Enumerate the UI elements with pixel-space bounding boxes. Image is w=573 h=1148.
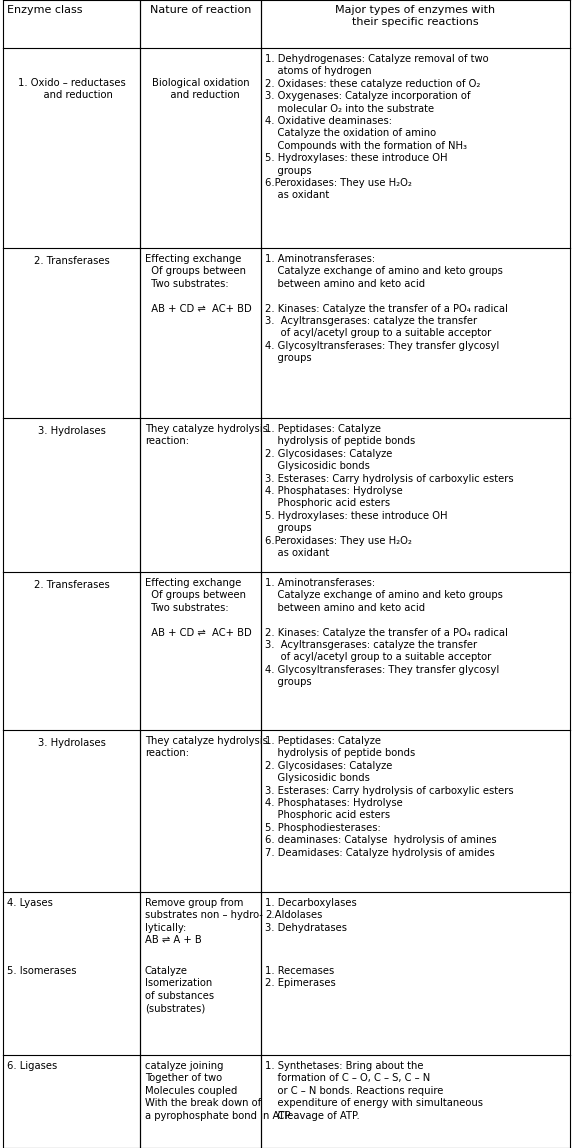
Text: 4. Lyases: 4. Lyases [7, 898, 53, 908]
Text: catalyze joining
Together of two
Molecules coupled
With the break down of
a pyro: catalyze joining Together of two Molecul… [145, 1061, 292, 1120]
Text: Biological oxidation
   and reduction: Biological oxidation and reduction [152, 78, 249, 100]
Text: Nature of reaction: Nature of reaction [150, 5, 251, 15]
Text: 1. Peptidases: Catalyze
    hydrolysis of peptide bonds
2. Glycosidases: Catalyz: 1. Peptidases: Catalyze hydrolysis of pe… [265, 736, 514, 858]
Text: 1. Peptidases: Catalyze
    hydrolysis of peptide bonds
2. Glycosidases: Catalyz: 1. Peptidases: Catalyze hydrolysis of pe… [265, 424, 514, 558]
Text: Enzyme class: Enzyme class [7, 5, 83, 15]
Text: Catalyze
Isomerization
of substances
(substrates): Catalyze Isomerization of substances (su… [145, 965, 214, 1014]
Text: Effecting exchange
  Of groups between
  Two substrates:

  AB + CD ⇌  AC+ BD: Effecting exchange Of groups between Two… [145, 577, 252, 637]
Text: 1. Oxido – reductases
    and reduction: 1. Oxido – reductases and reduction [18, 78, 125, 100]
Text: 1. Decarboxylases
2.Aldolases
3. Dehydratases: 1. Decarboxylases 2.Aldolases 3. Dehydra… [265, 898, 357, 933]
Text: They catalyze hydrolysis
reaction:: They catalyze hydrolysis reaction: [145, 424, 268, 447]
Text: 6. Ligases: 6. Ligases [7, 1061, 58, 1071]
Text: 3. Hydrolases: 3. Hydrolases [38, 426, 105, 436]
Text: 1. Aminotransferases:
    Catalyze exchange of amino and keto groups
    between: 1. Aminotransferases: Catalyze exchange … [265, 577, 508, 688]
Text: 3. Hydrolases: 3. Hydrolases [38, 738, 105, 748]
Text: Major types of enzymes with
their specific reactions: Major types of enzymes with their specif… [335, 5, 496, 26]
Text: Remove group from
substrates non – hydro-
lytically:
AB ⇌ A + B: Remove group from substrates non – hydro… [145, 898, 263, 945]
Text: 1. Synthetases: Bring about the
    formation of C – O, C – S, C – N
    or C – : 1. Synthetases: Bring about the formatio… [265, 1061, 483, 1120]
Text: 2. Transferases: 2. Transferases [34, 256, 109, 266]
Text: They catalyze hydrolysis
reaction:: They catalyze hydrolysis reaction: [145, 736, 268, 759]
Text: 1. Dehydrogenases: Catalyze removal of two
    atoms of hydrogen
2. Oxidases: th: 1. Dehydrogenases: Catalyze removal of t… [265, 54, 489, 201]
Text: 1. Recemases
2. Epimerases: 1. Recemases 2. Epimerases [265, 965, 336, 988]
Text: Effecting exchange
  Of groups between
  Two substrates:

  AB + CD ⇌  AC+ BD: Effecting exchange Of groups between Two… [145, 254, 252, 313]
Text: 2. Transferases: 2. Transferases [34, 580, 109, 590]
Text: 5. Isomerases: 5. Isomerases [7, 965, 77, 976]
Text: 1. Aminotransferases:
    Catalyze exchange of amino and keto groups
    between: 1. Aminotransferases: Catalyze exchange … [265, 254, 508, 363]
